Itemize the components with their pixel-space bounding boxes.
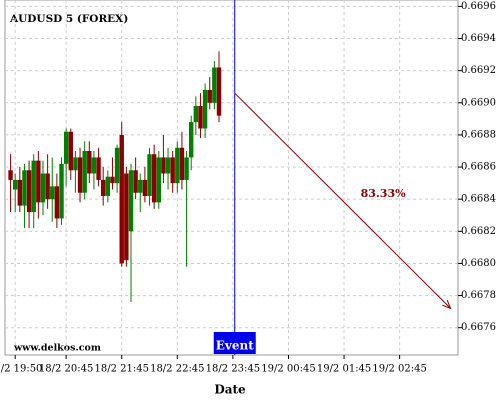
candle-body <box>128 170 134 232</box>
candle-body <box>100 179 106 196</box>
candle-body <box>207 89 212 103</box>
chart-title: AUDUSD 5 (FOREX) <box>9 13 128 25</box>
candle-body <box>82 150 87 193</box>
candle-body <box>68 131 73 171</box>
candle-body <box>91 157 97 174</box>
plot-area <box>4 0 459 356</box>
candle-body <box>40 173 46 203</box>
candle-body <box>73 157 78 171</box>
candle-body <box>63 131 69 164</box>
candle-body <box>216 67 222 116</box>
y-tick-label: 0.6696 <box>461 1 496 12</box>
candle-body <box>119 134 124 264</box>
x-axis-label: Date <box>214 383 246 397</box>
candle-body <box>193 106 199 123</box>
candle-body <box>8 170 13 180</box>
y-tick-label: 0.6686 <box>461 162 496 173</box>
candle-body <box>147 154 152 196</box>
candle-body <box>189 122 194 158</box>
x-tick-label: 18/2 20:45 <box>39 364 93 375</box>
candle-body <box>170 157 175 184</box>
candle-body <box>12 179 18 190</box>
x-tick-label: 18/2 23:45 <box>206 364 260 375</box>
y-tick-label: 0.6692 <box>461 65 496 76</box>
x-tick-label: 19/2 02:45 <box>372 364 426 375</box>
candle-body <box>59 163 64 219</box>
candle-body <box>138 179 143 193</box>
y-tick-label: 0.6694 <box>461 33 496 44</box>
y-tick-label: 0.6676 <box>461 322 496 333</box>
x-tick-label: 19/2 01:45 <box>317 364 371 375</box>
prediction-label: 83.33% <box>361 187 406 200</box>
candle-body <box>50 186 55 200</box>
candle-body <box>165 157 171 174</box>
candle-body <box>17 179 23 206</box>
event-box <box>213 332 256 354</box>
candle-body <box>184 157 189 180</box>
candle-body <box>202 89 208 129</box>
candle-body <box>198 106 203 129</box>
candle-body <box>22 170 27 206</box>
x-tick-label: 18/2 22:45 <box>150 364 204 375</box>
candle-body <box>179 147 185 180</box>
candle-body <box>161 157 166 174</box>
x-tick-label: 18/2 21:45 <box>94 364 148 375</box>
candle-body <box>26 170 32 213</box>
prediction-arrow <box>234 92 451 309</box>
candle-body <box>105 176 111 196</box>
y-tick-label: 0.6690 <box>461 97 496 108</box>
x-tick-label: 18/2 19:50 <box>0 364 42 375</box>
candle-body <box>36 160 41 203</box>
y-tick-label: 0.6678 <box>461 290 496 301</box>
candle-body <box>54 186 60 219</box>
candle-body <box>142 179 148 196</box>
candle-body <box>124 173 129 261</box>
candle-body <box>31 160 36 213</box>
candle-body <box>45 173 50 200</box>
candle-body <box>133 170 138 193</box>
candle-body <box>96 157 101 180</box>
watermark: www.delkos.com <box>13 343 101 354</box>
y-tick-label: 0.6680 <box>461 258 496 269</box>
y-tick-label: 0.6682 <box>461 226 496 237</box>
candle-body <box>77 157 83 193</box>
y-tick-label: 0.6684 <box>461 194 496 205</box>
candle-body <box>156 157 161 203</box>
event-label: Event <box>216 339 254 353</box>
arrow-head <box>442 299 452 310</box>
y-tick-label: 0.6688 <box>461 129 496 140</box>
candle-body <box>212 67 217 103</box>
x-tick-label: 19/2 00:45 <box>261 364 315 375</box>
candle-body <box>175 147 180 184</box>
candle-body <box>110 176 115 184</box>
candle-body <box>151 154 157 203</box>
candle-body <box>114 147 120 184</box>
candle-body <box>87 150 92 174</box>
